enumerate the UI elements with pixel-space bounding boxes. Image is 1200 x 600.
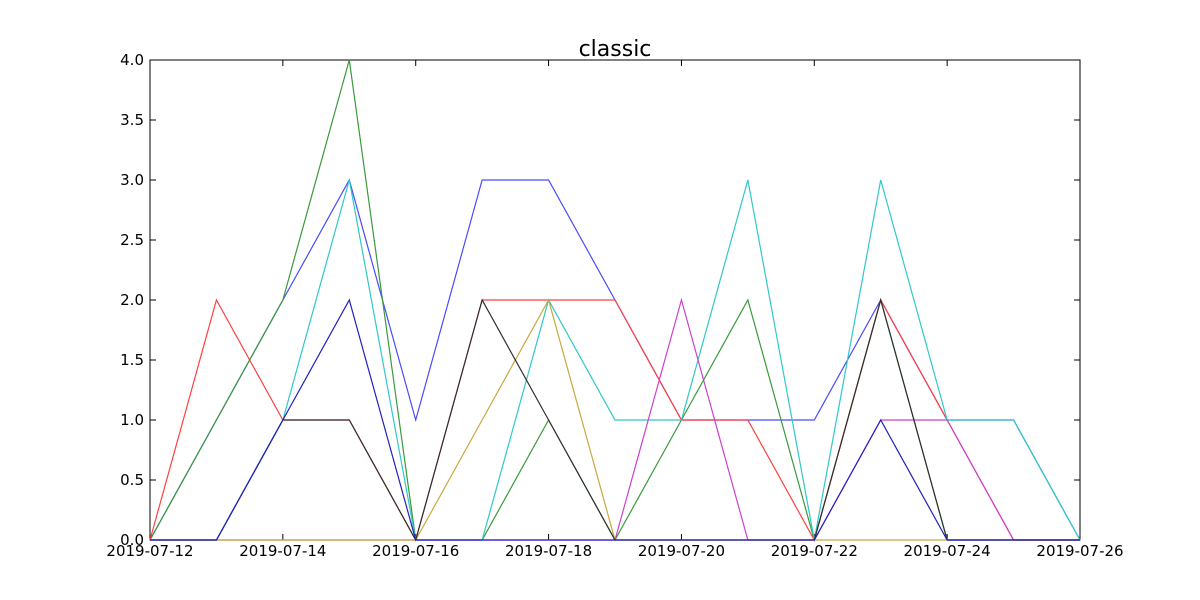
x-tick-label: 2019-07-14 — [239, 542, 326, 560]
x-tick-label: 2019-07-26 — [1036, 542, 1123, 560]
x-tick-label: 2019-07-16 — [372, 542, 459, 560]
chart-title: classic — [579, 37, 652, 62]
y-tick-label: 3.5 — [120, 111, 144, 129]
x-tick-label: 2019-07-12 — [106, 542, 193, 560]
y-tick-label: 0.0 — [120, 531, 144, 549]
x-tick-label: 2019-07-24 — [904, 542, 991, 560]
series-line — [150, 179, 1081, 541]
y-tick-label: 1.0 — [120, 411, 144, 429]
series-line — [150, 298, 1080, 541]
y-tick-label: 2.5 — [120, 231, 144, 249]
y-tick-label: 4.0 — [120, 51, 144, 69]
y-tick-label: 1.5 — [120, 351, 144, 369]
x-tick-label: 2019-07-18 — [505, 542, 592, 560]
x-tick-label: 2019-07-20 — [638, 542, 725, 560]
x-tick-label: 2019-07-22 — [771, 542, 858, 560]
y-tick-label: 0.5 — [120, 471, 144, 489]
y-tick-label: 2.0 — [120, 291, 144, 309]
series-line — [149, 178, 1081, 541]
y-tick-label: 3.0 — [120, 171, 144, 189]
